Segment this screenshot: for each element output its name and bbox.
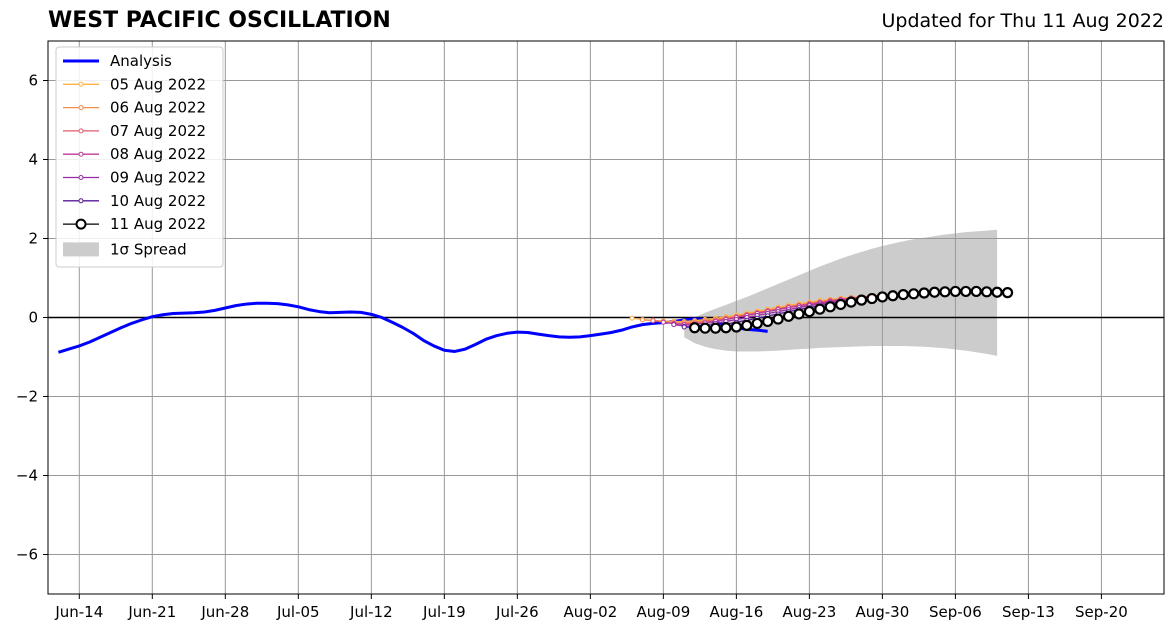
x-tick-label: Aug-30 bbox=[855, 603, 909, 621]
x-tick-label: Aug-16 bbox=[709, 603, 763, 621]
analysis-line bbox=[57, 301, 768, 354]
x-tick-label: Jun-21 bbox=[127, 603, 176, 621]
forecast-point bbox=[782, 310, 795, 322]
forecast-point bbox=[629, 315, 635, 321]
lines-layer bbox=[57, 285, 1014, 354]
x-tick-label: Sep-20 bbox=[1075, 603, 1128, 621]
legend-swatch-marker bbox=[78, 198, 84, 204]
legend-swatch-marker bbox=[78, 81, 84, 87]
legend-swatch-marker bbox=[78, 128, 84, 134]
legend-swatch-spread bbox=[63, 242, 99, 257]
forecast-point bbox=[751, 317, 763, 330]
legend-label: 09 Aug 2022 bbox=[110, 169, 206, 187]
forecast-point bbox=[824, 301, 836, 313]
forecast-point bbox=[949, 285, 962, 298]
y-tick-label: 0 bbox=[28, 309, 38, 327]
legend-label: Analysis bbox=[110, 52, 172, 70]
forecast-point bbox=[730, 321, 742, 333]
forecast-point bbox=[918, 287, 930, 299]
y-tick-label: 6 bbox=[28, 72, 38, 90]
forecast-point bbox=[689, 322, 701, 334]
legend: Analysis 05 Aug 2022 06 Aug 2022 07 Aug 202… bbox=[55, 46, 224, 268]
forecast-point bbox=[762, 315, 774, 328]
forecast-point bbox=[699, 322, 711, 334]
forecast-point bbox=[671, 322, 677, 328]
forecast-point bbox=[897, 288, 909, 301]
forecast-point bbox=[640, 317, 646, 323]
forecast-point bbox=[970, 285, 982, 298]
x-tick-label: Sep-06 bbox=[929, 603, 982, 621]
chart-title: WEST PACIFIC OSCILLATION bbox=[48, 8, 391, 33]
legend-swatch-marker bbox=[78, 175, 84, 180]
x-tick-label: Jun-14 bbox=[54, 603, 103, 621]
legend-swatch-marker bbox=[78, 105, 84, 111]
forecast-point bbox=[855, 294, 868, 306]
x-tick-label: Jul-19 bbox=[422, 603, 466, 621]
forecast-point bbox=[709, 322, 722, 334]
forecast-point bbox=[660, 319, 666, 325]
forecast-point bbox=[1001, 287, 1014, 299]
x-tick-label: Aug-02 bbox=[563, 603, 617, 621]
x-tick-label: Aug-23 bbox=[782, 603, 836, 621]
legend-label: 07 Aug 2022 bbox=[110, 122, 206, 140]
legend-swatch-marker bbox=[75, 218, 87, 230]
forecast-point bbox=[866, 292, 878, 305]
x-tick-label: Sep-13 bbox=[1002, 603, 1055, 621]
forecast-point bbox=[741, 319, 753, 331]
legend-label: 1σ Spread bbox=[110, 240, 187, 258]
forecast-point bbox=[928, 286, 941, 298]
forecast-point bbox=[814, 303, 826, 315]
forecast-point bbox=[681, 324, 687, 330]
forecast-point bbox=[845, 296, 857, 308]
y-tick-label: −2 bbox=[16, 388, 38, 406]
legend-label: 08 Aug 2022 bbox=[110, 145, 206, 163]
legend-box bbox=[55, 46, 224, 268]
forecast-point bbox=[650, 318, 656, 324]
legend-label: 11 Aug 2022 bbox=[110, 215, 206, 233]
updated-label: Updated for Thu 11 Aug 2022 bbox=[881, 10, 1164, 32]
forecast-point bbox=[960, 285, 972, 298]
forecast-point bbox=[991, 286, 1003, 298]
grid-layer bbox=[48, 41, 1164, 594]
forecast-point bbox=[835, 298, 847, 311]
forecast-point bbox=[803, 305, 815, 318]
forecast-point bbox=[876, 291, 888, 303]
forecast-point bbox=[772, 313, 784, 325]
legend-label: 10 Aug 2022 bbox=[110, 192, 206, 210]
forecast-point bbox=[981, 286, 993, 298]
x-tick-label: Jul-12 bbox=[349, 603, 393, 621]
forecast-point bbox=[887, 290, 899, 302]
forecast-series bbox=[689, 285, 1014, 334]
legend-label: 05 Aug 2022 bbox=[110, 75, 206, 93]
forecast-point bbox=[793, 308, 805, 320]
x-tick-label: Jul-26 bbox=[495, 603, 539, 621]
forecast-point bbox=[908, 288, 920, 300]
y-tick-label: −4 bbox=[16, 467, 38, 485]
x-tick-label: Jun-28 bbox=[200, 603, 249, 621]
legend-label: 06 Aug 2022 bbox=[110, 99, 206, 117]
forecast-point bbox=[720, 322, 732, 334]
y-tick-label: −6 bbox=[16, 546, 38, 564]
forecast-point bbox=[939, 286, 951, 298]
ticks-layer: Jun-14 Jun-21 Jun-28 Jul-05 Jul-12 Jul-19 Jul-… bbox=[16, 72, 1128, 622]
x-tick-label: Aug-09 bbox=[636, 603, 690, 621]
y-tick-label: 4 bbox=[28, 151, 38, 169]
legend-swatch-marker bbox=[78, 151, 84, 157]
y-tick-label: 2 bbox=[28, 230, 38, 248]
x-tick-label: Jul-05 bbox=[276, 603, 320, 621]
